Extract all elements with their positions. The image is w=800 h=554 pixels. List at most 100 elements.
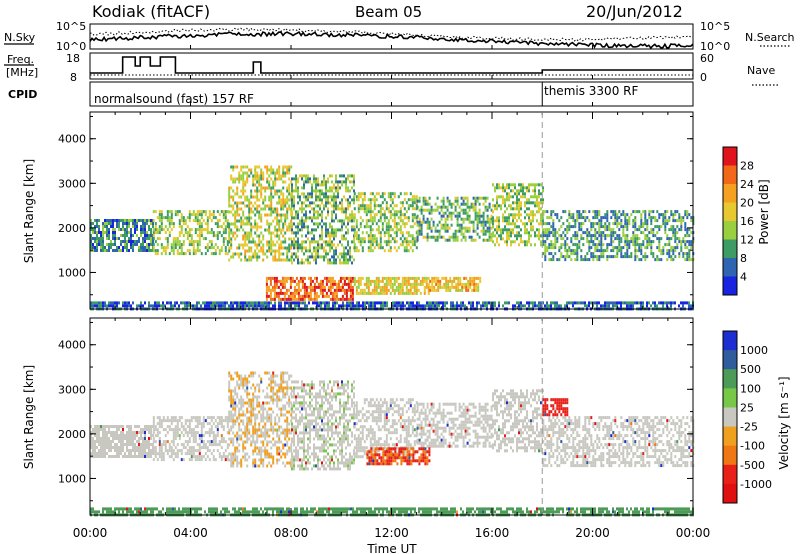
scatter-cell xyxy=(363,207,366,211)
scatter-cell xyxy=(393,225,396,229)
scatter-cell xyxy=(420,226,423,230)
scatter-cell xyxy=(444,217,447,221)
scatter-cell xyxy=(468,229,471,233)
scatter-cell xyxy=(184,252,187,256)
scatter-cell xyxy=(630,301,632,305)
scatter-cell xyxy=(286,168,289,172)
scatter-cell xyxy=(506,301,508,305)
scatter-cell xyxy=(293,198,295,202)
scatter-cell xyxy=(492,216,494,220)
scatter-cell xyxy=(122,225,124,228)
scatter-cell xyxy=(313,276,316,280)
scatter-cell xyxy=(385,231,388,235)
scatter-cell xyxy=(200,210,203,214)
scatter-cell xyxy=(234,237,237,241)
scatter-cell xyxy=(345,276,348,280)
scatter-cell xyxy=(282,180,285,184)
scatter-cell xyxy=(616,249,619,253)
scatter-cell xyxy=(440,226,443,230)
scatter-cell xyxy=(688,301,690,305)
scatter-cell xyxy=(331,234,333,238)
scatter-cell xyxy=(104,446,106,449)
scatter-cell xyxy=(359,288,362,292)
scatter-cell xyxy=(364,304,366,308)
scatter-cell xyxy=(652,231,655,235)
scatter-cell xyxy=(418,208,421,212)
scatter-cell xyxy=(399,291,402,295)
scatter-cell xyxy=(323,276,326,280)
scatter-cell xyxy=(192,243,195,247)
scatter-cell xyxy=(426,217,429,221)
scatter-cell xyxy=(566,225,569,229)
scatter-cell xyxy=(419,282,422,286)
scatter-cell xyxy=(102,452,104,455)
scatter-cell xyxy=(339,240,341,244)
scatter-cell xyxy=(498,304,500,308)
scatter-cell xyxy=(180,246,183,250)
scatter-cell xyxy=(309,297,312,301)
scatter-cell xyxy=(220,210,223,214)
scatter-cell xyxy=(120,234,122,237)
scatter-cell xyxy=(690,219,693,223)
scatter-cell xyxy=(416,301,418,305)
scatter-cell xyxy=(413,201,416,205)
scatter-cell xyxy=(240,216,243,220)
scatter-cell xyxy=(457,288,460,292)
scatter-cell xyxy=(228,195,231,199)
scatter-cell xyxy=(182,234,185,238)
scatter-cell xyxy=(670,301,672,305)
scatter-cell xyxy=(594,234,597,238)
scatter-cell xyxy=(355,246,358,250)
scatter-cell xyxy=(100,237,102,240)
scatter-cell xyxy=(520,228,522,232)
scatter-cell xyxy=(258,243,261,247)
scatter-cell xyxy=(313,234,315,238)
scatter-cell xyxy=(228,231,231,235)
scatter-cell xyxy=(140,246,142,249)
scatter-cell xyxy=(94,425,96,428)
scatter-cell xyxy=(311,219,313,223)
scatter-cell xyxy=(510,195,512,199)
scatter-cell xyxy=(411,204,414,208)
scatter-cell xyxy=(526,198,528,202)
scatter-cell xyxy=(395,222,398,226)
scatter-cell xyxy=(349,285,352,289)
scatter-cell xyxy=(413,213,416,217)
scatter-cell xyxy=(596,301,598,305)
scatter-cell xyxy=(586,228,589,232)
scatter-cell xyxy=(464,208,467,212)
scatter-cell xyxy=(634,243,637,247)
scatter-cell xyxy=(288,304,290,308)
scatter-cell xyxy=(258,216,261,220)
scatter-cell xyxy=(190,237,193,241)
scatter-cell xyxy=(626,213,629,217)
scatter-cell xyxy=(498,222,500,226)
scatter-cell xyxy=(353,279,356,283)
scatter-cell xyxy=(548,216,551,220)
scatter-cell xyxy=(690,246,693,250)
scatter-cell xyxy=(208,240,211,244)
scatter-cell xyxy=(538,210,540,214)
scatter-cell xyxy=(480,223,483,227)
scatter-cell xyxy=(214,234,217,238)
scatter-cell xyxy=(584,301,586,305)
scatter-cell xyxy=(490,220,493,224)
scatter-cell xyxy=(528,301,530,305)
scatter-cell xyxy=(438,220,441,224)
scatter-cell xyxy=(102,455,104,458)
scatter-cell xyxy=(405,237,408,241)
scatter-cell xyxy=(434,238,437,242)
scatter-cell xyxy=(305,288,308,292)
scatter-cell xyxy=(602,243,605,247)
scatter-cell xyxy=(168,428,171,432)
scatter-cell xyxy=(367,204,370,208)
scatter-cell xyxy=(416,304,418,308)
scatter-cell xyxy=(514,225,516,229)
scatter-cell xyxy=(512,231,514,235)
scatter-cell xyxy=(317,180,319,184)
scatter-cell xyxy=(504,201,506,205)
scatter-cell xyxy=(347,222,349,226)
scatter-cell xyxy=(194,249,197,253)
scatter-cell xyxy=(158,225,161,229)
scatter-cell xyxy=(353,258,355,262)
